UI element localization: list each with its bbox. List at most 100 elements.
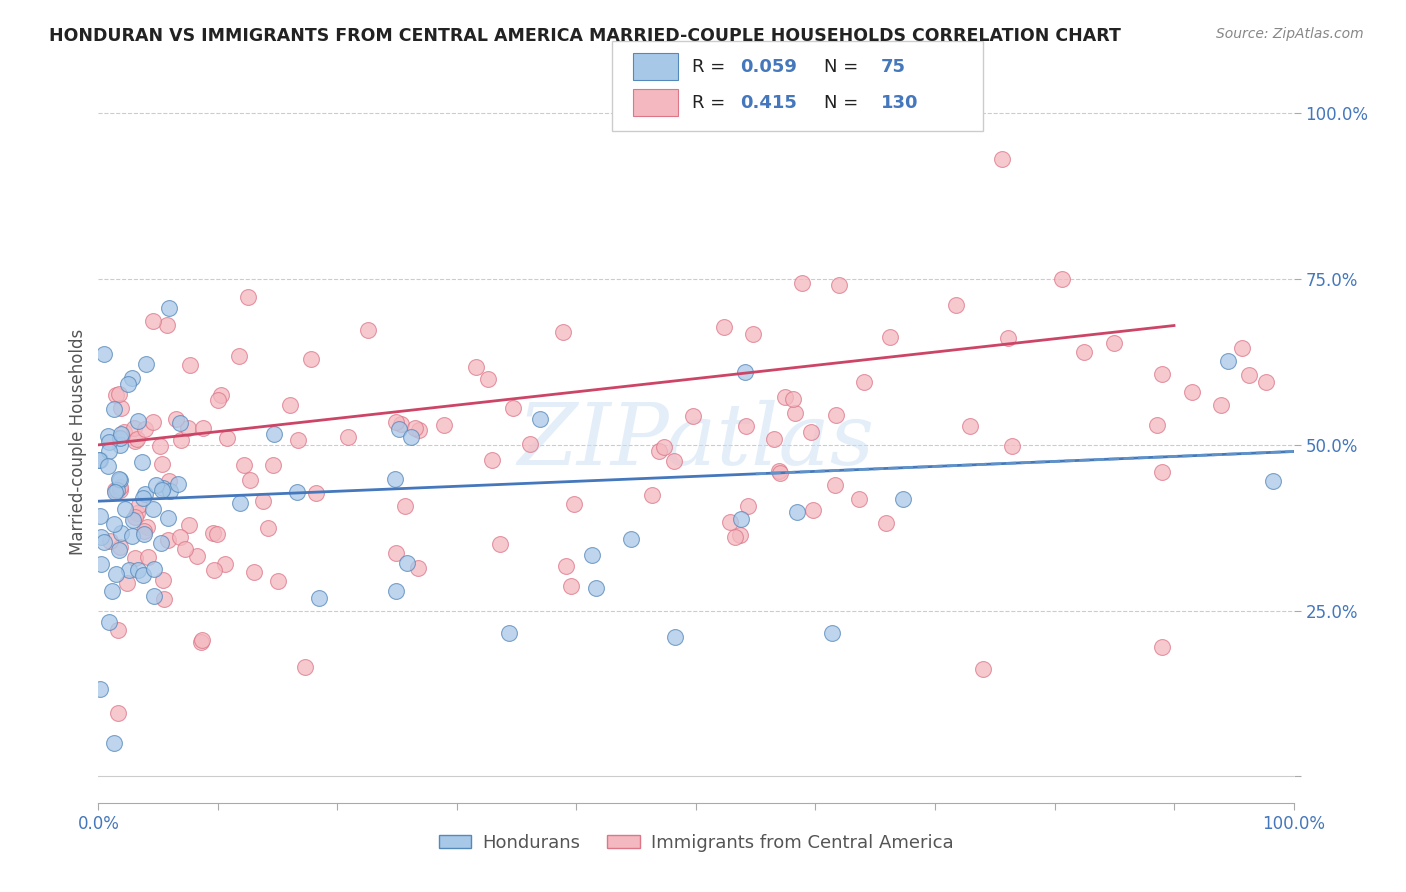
Point: [117, 376, 139, 391]
Point: [256, 521, 278, 535]
Point: [193, 421, 215, 435]
Point: [228, 349, 250, 363]
Point: [114, 425, 136, 440]
Point: [724, 530, 747, 544]
Point: [664, 630, 686, 644]
Point: [136, 550, 159, 565]
Point: [519, 437, 541, 451]
Point: [308, 591, 330, 606]
Point: [207, 527, 229, 541]
Point: [89, 452, 111, 467]
Point: [134, 487, 156, 501]
Point: [737, 499, 759, 513]
Text: N =: N =: [824, 58, 858, 76]
Point: [104, 567, 127, 582]
Point: [107, 706, 129, 720]
Point: [682, 409, 704, 423]
Point: [972, 662, 994, 676]
Point: [299, 352, 322, 367]
Point: [294, 660, 316, 674]
Point: [134, 422, 156, 436]
Point: [337, 430, 360, 444]
Point: [581, 548, 603, 562]
Point: [262, 458, 284, 472]
Point: [117, 564, 139, 578]
Point: [489, 536, 512, 550]
Point: [384, 472, 406, 486]
Point: [891, 491, 914, 506]
Point: [143, 589, 166, 603]
Point: [783, 406, 806, 420]
Point: [110, 427, 132, 442]
Point: [1001, 439, 1024, 453]
Point: [1209, 398, 1232, 412]
Point: [107, 542, 129, 557]
FancyBboxPatch shape: [613, 40, 983, 131]
Point: [124, 510, 146, 524]
Point: [104, 485, 127, 500]
Point: [159, 483, 181, 498]
Point: [186, 549, 208, 564]
Point: [217, 431, 239, 445]
Point: [121, 371, 143, 385]
Point: [117, 575, 139, 590]
Y-axis label: Married-couple Households: Married-couple Households: [69, 328, 87, 555]
Point: [790, 277, 813, 291]
Point: [959, 418, 981, 433]
Text: R =: R =: [692, 94, 731, 112]
Point: [127, 563, 149, 577]
Point: [98, 443, 121, 458]
Point: [465, 359, 488, 374]
Point: [1102, 335, 1125, 350]
Point: [786, 505, 808, 519]
Point: [848, 491, 870, 506]
Point: [267, 574, 290, 589]
Point: [620, 532, 643, 546]
Point: [149, 439, 172, 453]
Point: [1216, 354, 1239, 368]
Point: [734, 365, 756, 379]
Point: [167, 477, 190, 491]
Point: [97, 434, 120, 449]
Point: [825, 408, 848, 422]
Point: [560, 579, 582, 593]
Point: [142, 415, 165, 429]
Point: [387, 422, 409, 436]
Point: [652, 440, 675, 454]
Point: [114, 502, 136, 516]
Point: [179, 358, 201, 372]
Point: [945, 298, 967, 312]
Point: [730, 512, 752, 526]
Point: [768, 464, 790, 478]
Point: [108, 480, 131, 494]
Text: 75: 75: [882, 58, 907, 76]
Point: [551, 325, 574, 339]
Point: [229, 496, 252, 510]
Point: [173, 541, 195, 556]
Bar: [633, 53, 678, 80]
Point: [157, 301, 180, 316]
Point: [127, 432, 149, 446]
Point: [1152, 640, 1174, 654]
Point: [124, 551, 146, 566]
Point: [150, 483, 173, 497]
Point: [1150, 465, 1173, 479]
Point: [125, 506, 148, 520]
Point: [169, 416, 191, 430]
Point: [105, 483, 128, 497]
Point: [1256, 375, 1278, 389]
Point: [152, 591, 174, 606]
Point: [728, 528, 751, 542]
Point: [127, 414, 149, 428]
Point: [191, 633, 214, 648]
Point: [150, 457, 173, 471]
Point: [132, 491, 155, 505]
Point: [156, 510, 179, 524]
Point: [142, 502, 165, 516]
Point: [124, 434, 146, 448]
Point: [170, 434, 193, 448]
Point: [156, 318, 179, 333]
Point: [585, 581, 607, 595]
Point: [89, 452, 111, 467]
Point: [1181, 384, 1204, 399]
